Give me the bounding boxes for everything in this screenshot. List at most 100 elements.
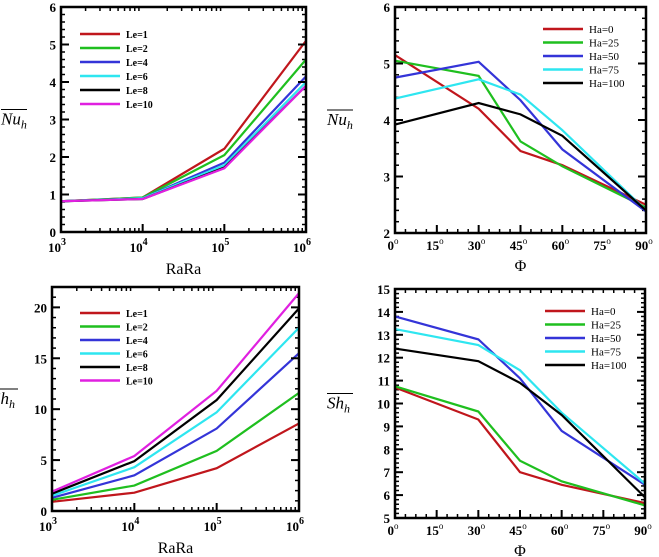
series-line-Le=1 — [51, 422, 300, 503]
x-tick-label: 105 — [204, 516, 222, 534]
y-tick-label: 13 — [377, 328, 391, 343]
legend-label: Le=2 — [126, 323, 148, 334]
y-tick-label: 6 — [384, 488, 391, 503]
y-tick-label: 14 — [377, 305, 391, 320]
y-tick-label: 5 — [384, 57, 391, 72]
y-tick-label: 0 — [50, 225, 57, 240]
legend-label: Le=10 — [126, 377, 153, 388]
x-tick-label: 106 — [293, 237, 311, 255]
y-tick-label: 6 — [384, 0, 391, 15]
legend-label: Ha=100 — [591, 360, 627, 372]
series-line-Ha=0 — [394, 386, 646, 505]
series-line-Ha=75 — [394, 78, 647, 212]
y-tick-label: 2 — [384, 226, 391, 241]
legend-label: Le=10 — [126, 100, 153, 111]
series-line-Le=8 — [51, 307, 300, 495]
x-tick-label: 105 — [211, 237, 229, 255]
x-tick-label: 106 — [286, 516, 304, 534]
chart-panel-1: Le=1 Le=2 Le=4 Le=6 Le=8 Le=10 0 1 2 3 4 5 6 103 104 10… — [0, 0, 311, 278]
x-tick-label: 15o — [426, 521, 444, 538]
y-tick-label: 5 — [50, 38, 57, 53]
y-axis-label: Nuh — [0, 110, 27, 132]
y-tick-label: 1 — [50, 188, 57, 203]
series-line-Le=6 — [51, 326, 300, 497]
legend-label: Ha=25 — [591, 320, 622, 332]
y-tick-label: 4 — [50, 75, 57, 90]
x-tick-label: 45o — [510, 236, 528, 253]
series-line-Le=4 — [51, 352, 300, 499]
chart-panel-3: Le=1 Le=2 Le=4 Le=6 Le=8 Le=10 0 5 10 15 20 103 104 1… — [0, 285, 304, 557]
y-tick-label: 7 — [384, 465, 391, 480]
x-tick-label: 90o — [634, 521, 652, 538]
x-tick-label: 30o — [468, 236, 486, 253]
legend-label: Le=4 — [126, 58, 148, 69]
x-tick-label: 60o — [551, 521, 569, 538]
y-axis-label: Shh — [327, 394, 350, 416]
legend-label: Le=1 — [126, 30, 148, 41]
y-axis-label: Nuh — [326, 110, 353, 132]
y-tick-label: 2 — [50, 150, 57, 165]
legend-label: Ha=50 — [591, 333, 622, 345]
y-tick-label: 3 — [384, 170, 391, 185]
x-tick-label: 15o — [426, 236, 444, 253]
x-axis-label: Φ — [515, 258, 527, 275]
y-tick-label: 12 — [377, 351, 390, 366]
legend-label: Le=2 — [126, 44, 148, 55]
series-line-Ha=100 — [394, 101, 647, 212]
legend-label: Le=8 — [126, 86, 148, 97]
y-tick-label: 20 — [34, 300, 47, 315]
series-line-Le=10 — [51, 292, 300, 493]
x-tick-label: 0o — [388, 521, 400, 538]
x-tick-label: 104 — [130, 237, 148, 255]
y-tick-label: 10 — [377, 397, 390, 412]
y-axis-label: Shh — [0, 389, 15, 411]
series-line-Ha=100 — [394, 347, 646, 499]
y-tick-label: 4 — [384, 113, 391, 128]
series-line-Ha=0 — [394, 54, 647, 206]
legend-label: Ha=75 — [589, 65, 620, 77]
series-line-Ha=25 — [394, 385, 646, 507]
x-axis-label: RaRa — [166, 261, 202, 278]
y-tick-label: 15 — [34, 351, 48, 366]
legend-label: Le=6 — [126, 72, 148, 83]
y-tick-label: 15 — [377, 282, 391, 297]
series-line-Le=10 — [60, 84, 307, 203]
x-axis-label: Φ — [514, 543, 526, 557]
legend-label: Ha=100 — [589, 78, 625, 90]
legend-label: Ha=50 — [589, 51, 620, 63]
legend-label: Le=6 — [126, 350, 148, 361]
x-tick-label: 0o — [388, 236, 400, 253]
y-tick-label: 9 — [384, 419, 391, 434]
x-tick-label: 103 — [48, 237, 66, 255]
x-tick-label: 90o — [635, 236, 653, 253]
x-tick-label: 103 — [39, 516, 57, 534]
x-tick-label: 75o — [593, 521, 611, 538]
legend-label: Ha=0 — [591, 306, 616, 318]
legend-label: Le=8 — [126, 363, 148, 374]
series-line-Ha=25 — [394, 59, 647, 209]
x-tick-label: 60o — [552, 236, 570, 253]
plot-frame — [50, 285, 301, 513]
y-tick-label: 5 — [41, 453, 48, 468]
series-line-Ha=75 — [394, 327, 646, 485]
series-line-Le=2 — [51, 391, 300, 501]
legend-label: Le=4 — [126, 336, 148, 347]
y-tick-label: 11 — [378, 374, 390, 389]
x-tick-label: 30o — [468, 521, 486, 538]
x-tick-label: 104 — [121, 516, 139, 534]
y-tick-label: 3 — [50, 113, 57, 128]
x-tick-label: 45o — [509, 521, 527, 538]
y-tick-label: 8 — [384, 442, 391, 457]
series-line-Ha=50 — [394, 60, 647, 213]
y-tick-label: 10 — [34, 402, 47, 417]
legend-label: Le=1 — [126, 309, 148, 320]
legend-label: Ha=75 — [591, 347, 622, 359]
y-tick-label: 0 — [41, 504, 48, 519]
legend-label: Ha=25 — [589, 38, 620, 50]
series-line-Ha=50 — [394, 315, 646, 486]
y-tick-label: 5 — [384, 511, 391, 526]
y-tick-label: 6 — [50, 0, 57, 15]
legend-label: Ha=0 — [589, 24, 614, 36]
